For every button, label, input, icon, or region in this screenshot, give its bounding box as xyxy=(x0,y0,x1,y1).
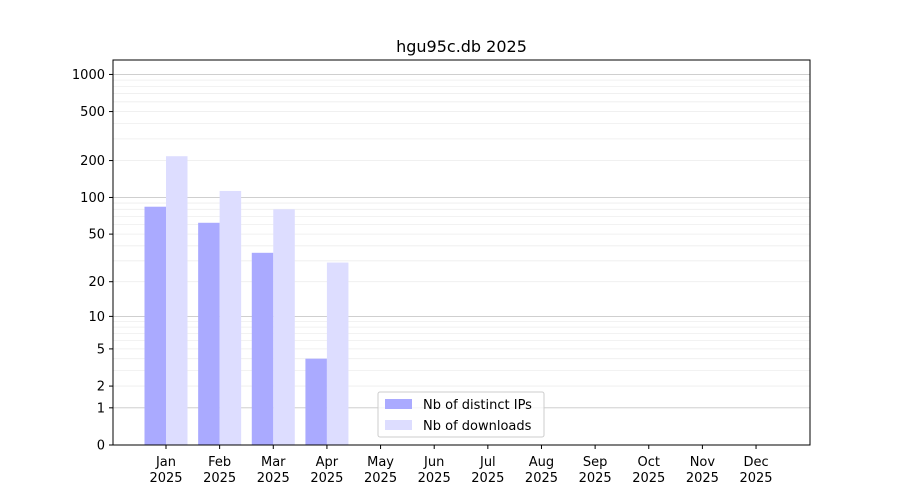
y-tick-label: 500 xyxy=(80,105,105,120)
bar-distinct-ips xyxy=(305,358,327,445)
x-tick-label: 2025 xyxy=(686,471,719,486)
y-tick-label: 0 xyxy=(97,439,105,454)
x-axis: Jan2025Feb2025Mar2025Apr2025May2025Jun20… xyxy=(149,445,773,486)
x-tick-label: Apr xyxy=(316,455,339,470)
x-tick-label: 2025 xyxy=(525,471,558,486)
y-axis: 0 1 2 5 10 20 50 100 200 500 1000 xyxy=(72,68,113,454)
bar-downloads xyxy=(219,190,242,445)
x-tick-label: Sep xyxy=(583,455,608,470)
x-tick-label: Feb xyxy=(208,455,231,470)
x-tick-label: Jul xyxy=(479,455,496,470)
x-tick-label: Jun xyxy=(423,455,444,470)
bar-distinct-ips xyxy=(198,222,220,445)
y-tick-label: 1 xyxy=(97,401,105,416)
y-tick-label: 5 xyxy=(97,342,105,357)
x-tick-label: 2025 xyxy=(471,471,504,486)
x-tick-label: Mar xyxy=(261,455,286,470)
x-tick-label: 2025 xyxy=(203,471,236,486)
x-tick-label: Aug xyxy=(529,455,554,470)
legend-swatch-distinct-ips xyxy=(385,399,412,409)
y-tick-label: 100 xyxy=(80,191,105,206)
bar-distinct-ips xyxy=(251,252,274,445)
y-tick-label: 200 xyxy=(80,154,105,169)
bar-distinct-ips xyxy=(144,206,166,445)
bar-downloads xyxy=(166,156,188,445)
bar-downloads xyxy=(273,209,295,445)
legend-label-distinct-ips: Nb of distinct IPs xyxy=(423,398,532,413)
y-tick-label: 10 xyxy=(88,310,105,325)
chart-title: hgu95c.db 2025 xyxy=(396,37,527,56)
x-tick-label: 2025 xyxy=(739,471,772,486)
x-tick-label: 2025 xyxy=(149,471,182,486)
bar-downloads xyxy=(326,262,349,445)
legend-swatch-downloads xyxy=(385,420,412,430)
x-tick-label: Nov xyxy=(690,455,716,470)
y-tick-label: 20 xyxy=(88,275,105,290)
x-tick-label: Dec xyxy=(743,455,768,470)
legend: Nb of distinct IPs Nb of downloads xyxy=(377,391,545,438)
x-tick-label: 2025 xyxy=(310,471,343,486)
x-tick-label: Jan xyxy=(155,455,176,470)
x-tick-label: 2025 xyxy=(418,471,451,486)
y-tick-label: 2 xyxy=(97,380,105,395)
legend-label-downloads: Nb of downloads xyxy=(423,419,532,434)
bars xyxy=(144,156,349,445)
y-tick-label: 50 xyxy=(88,228,105,243)
x-tick-label: Oct xyxy=(638,455,660,470)
x-tick-label: 2025 xyxy=(579,471,612,486)
legend-frame xyxy=(377,391,545,438)
x-tick-label: May xyxy=(367,455,394,470)
plot-frame xyxy=(112,59,811,446)
y-tick-label: 1000 xyxy=(72,68,105,83)
x-tick-label: 2025 xyxy=(257,471,290,486)
x-tick-label: 2025 xyxy=(632,471,665,486)
x-tick-label: 2025 xyxy=(364,471,397,486)
